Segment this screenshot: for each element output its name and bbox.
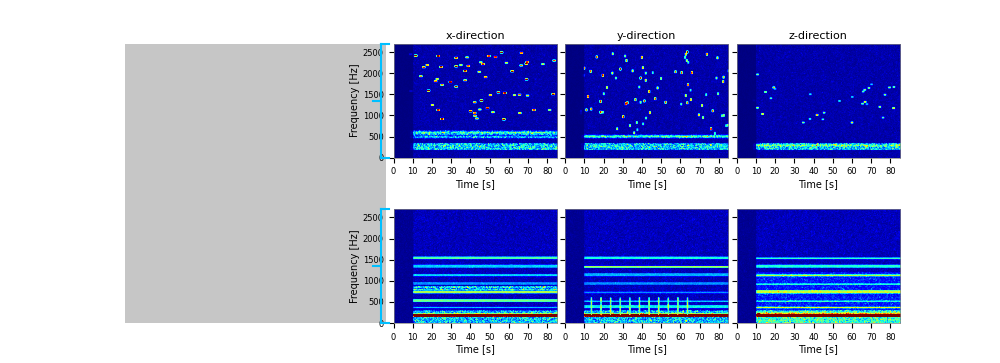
- X-axis label: Time [s]: Time [s]: [627, 179, 667, 189]
- X-axis label: Time [s]: Time [s]: [798, 179, 838, 189]
- Title: y-direction: y-direction: [617, 31, 676, 41]
- Y-axis label: Frequency [Hz]: Frequency [Hz]: [350, 229, 360, 303]
- Title: z-direction: z-direction: [789, 31, 848, 41]
- X-axis label: Time [s]: Time [s]: [798, 344, 838, 355]
- Y-axis label: Frequency [Hz]: Frequency [Hz]: [350, 64, 360, 138]
- X-axis label: Time [s]: Time [s]: [455, 344, 495, 355]
- X-axis label: Time [s]: Time [s]: [455, 179, 495, 189]
- Title: x-direction: x-direction: [445, 31, 505, 41]
- X-axis label: Time [s]: Time [s]: [627, 344, 667, 355]
